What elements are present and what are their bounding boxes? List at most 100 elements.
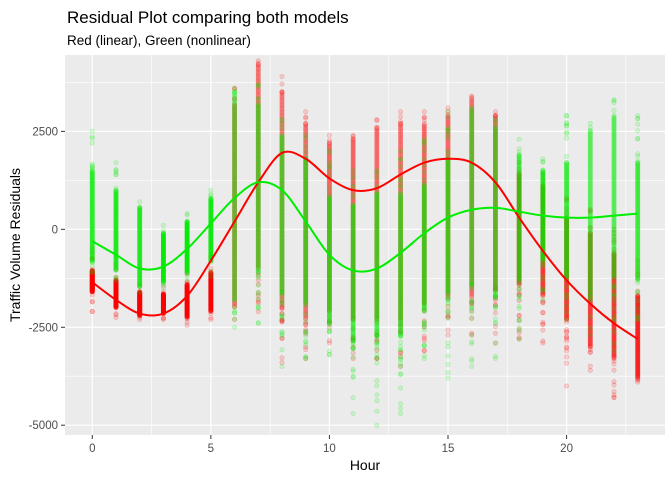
data-point [303, 347, 309, 353]
data-point [89, 271, 95, 277]
data-point [113, 291, 119, 297]
data-point [89, 246, 95, 252]
data-point [398, 109, 404, 115]
data-point [89, 276, 95, 282]
data-point [89, 288, 95, 294]
data-point [113, 314, 119, 320]
data-point [89, 276, 95, 282]
data-point [113, 289, 119, 295]
data-point [113, 303, 119, 309]
data-point [113, 305, 119, 311]
data-point [89, 266, 95, 272]
data-point [89, 289, 95, 295]
data-point [611, 382, 617, 388]
data-point [89, 289, 95, 295]
data-point [113, 292, 119, 298]
data-point [113, 301, 119, 307]
data-point [89, 161, 95, 167]
data-point [113, 290, 119, 296]
data-point [89, 271, 95, 277]
data-point [89, 273, 95, 279]
data-point [587, 363, 593, 369]
data-point [89, 288, 95, 294]
data-point [587, 367, 593, 373]
data-point [89, 277, 95, 283]
data-point [279, 89, 285, 95]
data-point [113, 293, 119, 299]
data-point [564, 334, 570, 340]
data-point [89, 284, 95, 290]
data-point [492, 109, 498, 115]
data-point [113, 293, 119, 299]
data-point [113, 290, 119, 296]
data-point [89, 272, 95, 278]
data-point [113, 291, 119, 297]
data-point [137, 204, 143, 210]
data-point [255, 58, 261, 64]
data-point [587, 349, 593, 355]
data-point [113, 292, 119, 298]
data-point [113, 292, 119, 298]
data-point [89, 268, 95, 274]
data-point [89, 288, 95, 294]
data-point [113, 185, 119, 191]
data-point [516, 312, 522, 318]
data-point [564, 345, 570, 351]
data-point [303, 109, 309, 115]
data-point [113, 301, 119, 307]
data-point [89, 277, 95, 283]
data-point [89, 270, 95, 276]
data-point [89, 275, 95, 281]
data-point [89, 272, 95, 278]
data-point [137, 289, 143, 295]
chart-subtitle: Red (linear), Green (nonlinear) [67, 33, 251, 48]
data-point [89, 271, 95, 277]
data-point [421, 338, 427, 344]
data-point [89, 289, 95, 295]
data-point [89, 284, 95, 290]
data-point [113, 304, 119, 310]
data-point [89, 273, 95, 279]
data-point [89, 288, 95, 294]
data-point [89, 272, 95, 278]
data-point [89, 286, 95, 292]
data-point [89, 268, 95, 274]
data-point [89, 273, 95, 279]
data-point [540, 319, 546, 325]
data-point [421, 109, 427, 115]
data-point [113, 301, 119, 307]
data-point [469, 93, 475, 99]
data-point [89, 285, 95, 291]
data-point [492, 330, 498, 336]
data-point [421, 117, 427, 123]
data-point [89, 276, 95, 282]
data-point [184, 211, 190, 217]
data-point [89, 284, 95, 290]
data-point [89, 286, 95, 292]
data-point [89, 273, 95, 279]
data-point [113, 292, 119, 298]
data-point [113, 304, 119, 310]
data-point [89, 273, 95, 279]
data-point [89, 283, 95, 289]
data-point [113, 293, 119, 299]
data-point [89, 285, 95, 291]
data-point [89, 276, 95, 282]
data-point [89, 292, 95, 298]
data-point [374, 124, 380, 130]
data-point [113, 301, 119, 307]
data-point [89, 284, 95, 290]
data-point [635, 379, 641, 385]
data-point [89, 269, 95, 275]
data-point [113, 302, 119, 308]
data-point [303, 114, 309, 120]
data-point [89, 268, 95, 274]
data-point [113, 289, 119, 295]
data-point [89, 268, 95, 274]
data-point [89, 276, 95, 282]
data-point [89, 250, 95, 256]
data-point [160, 230, 166, 236]
data-point [89, 134, 95, 140]
data-point [89, 277, 95, 283]
